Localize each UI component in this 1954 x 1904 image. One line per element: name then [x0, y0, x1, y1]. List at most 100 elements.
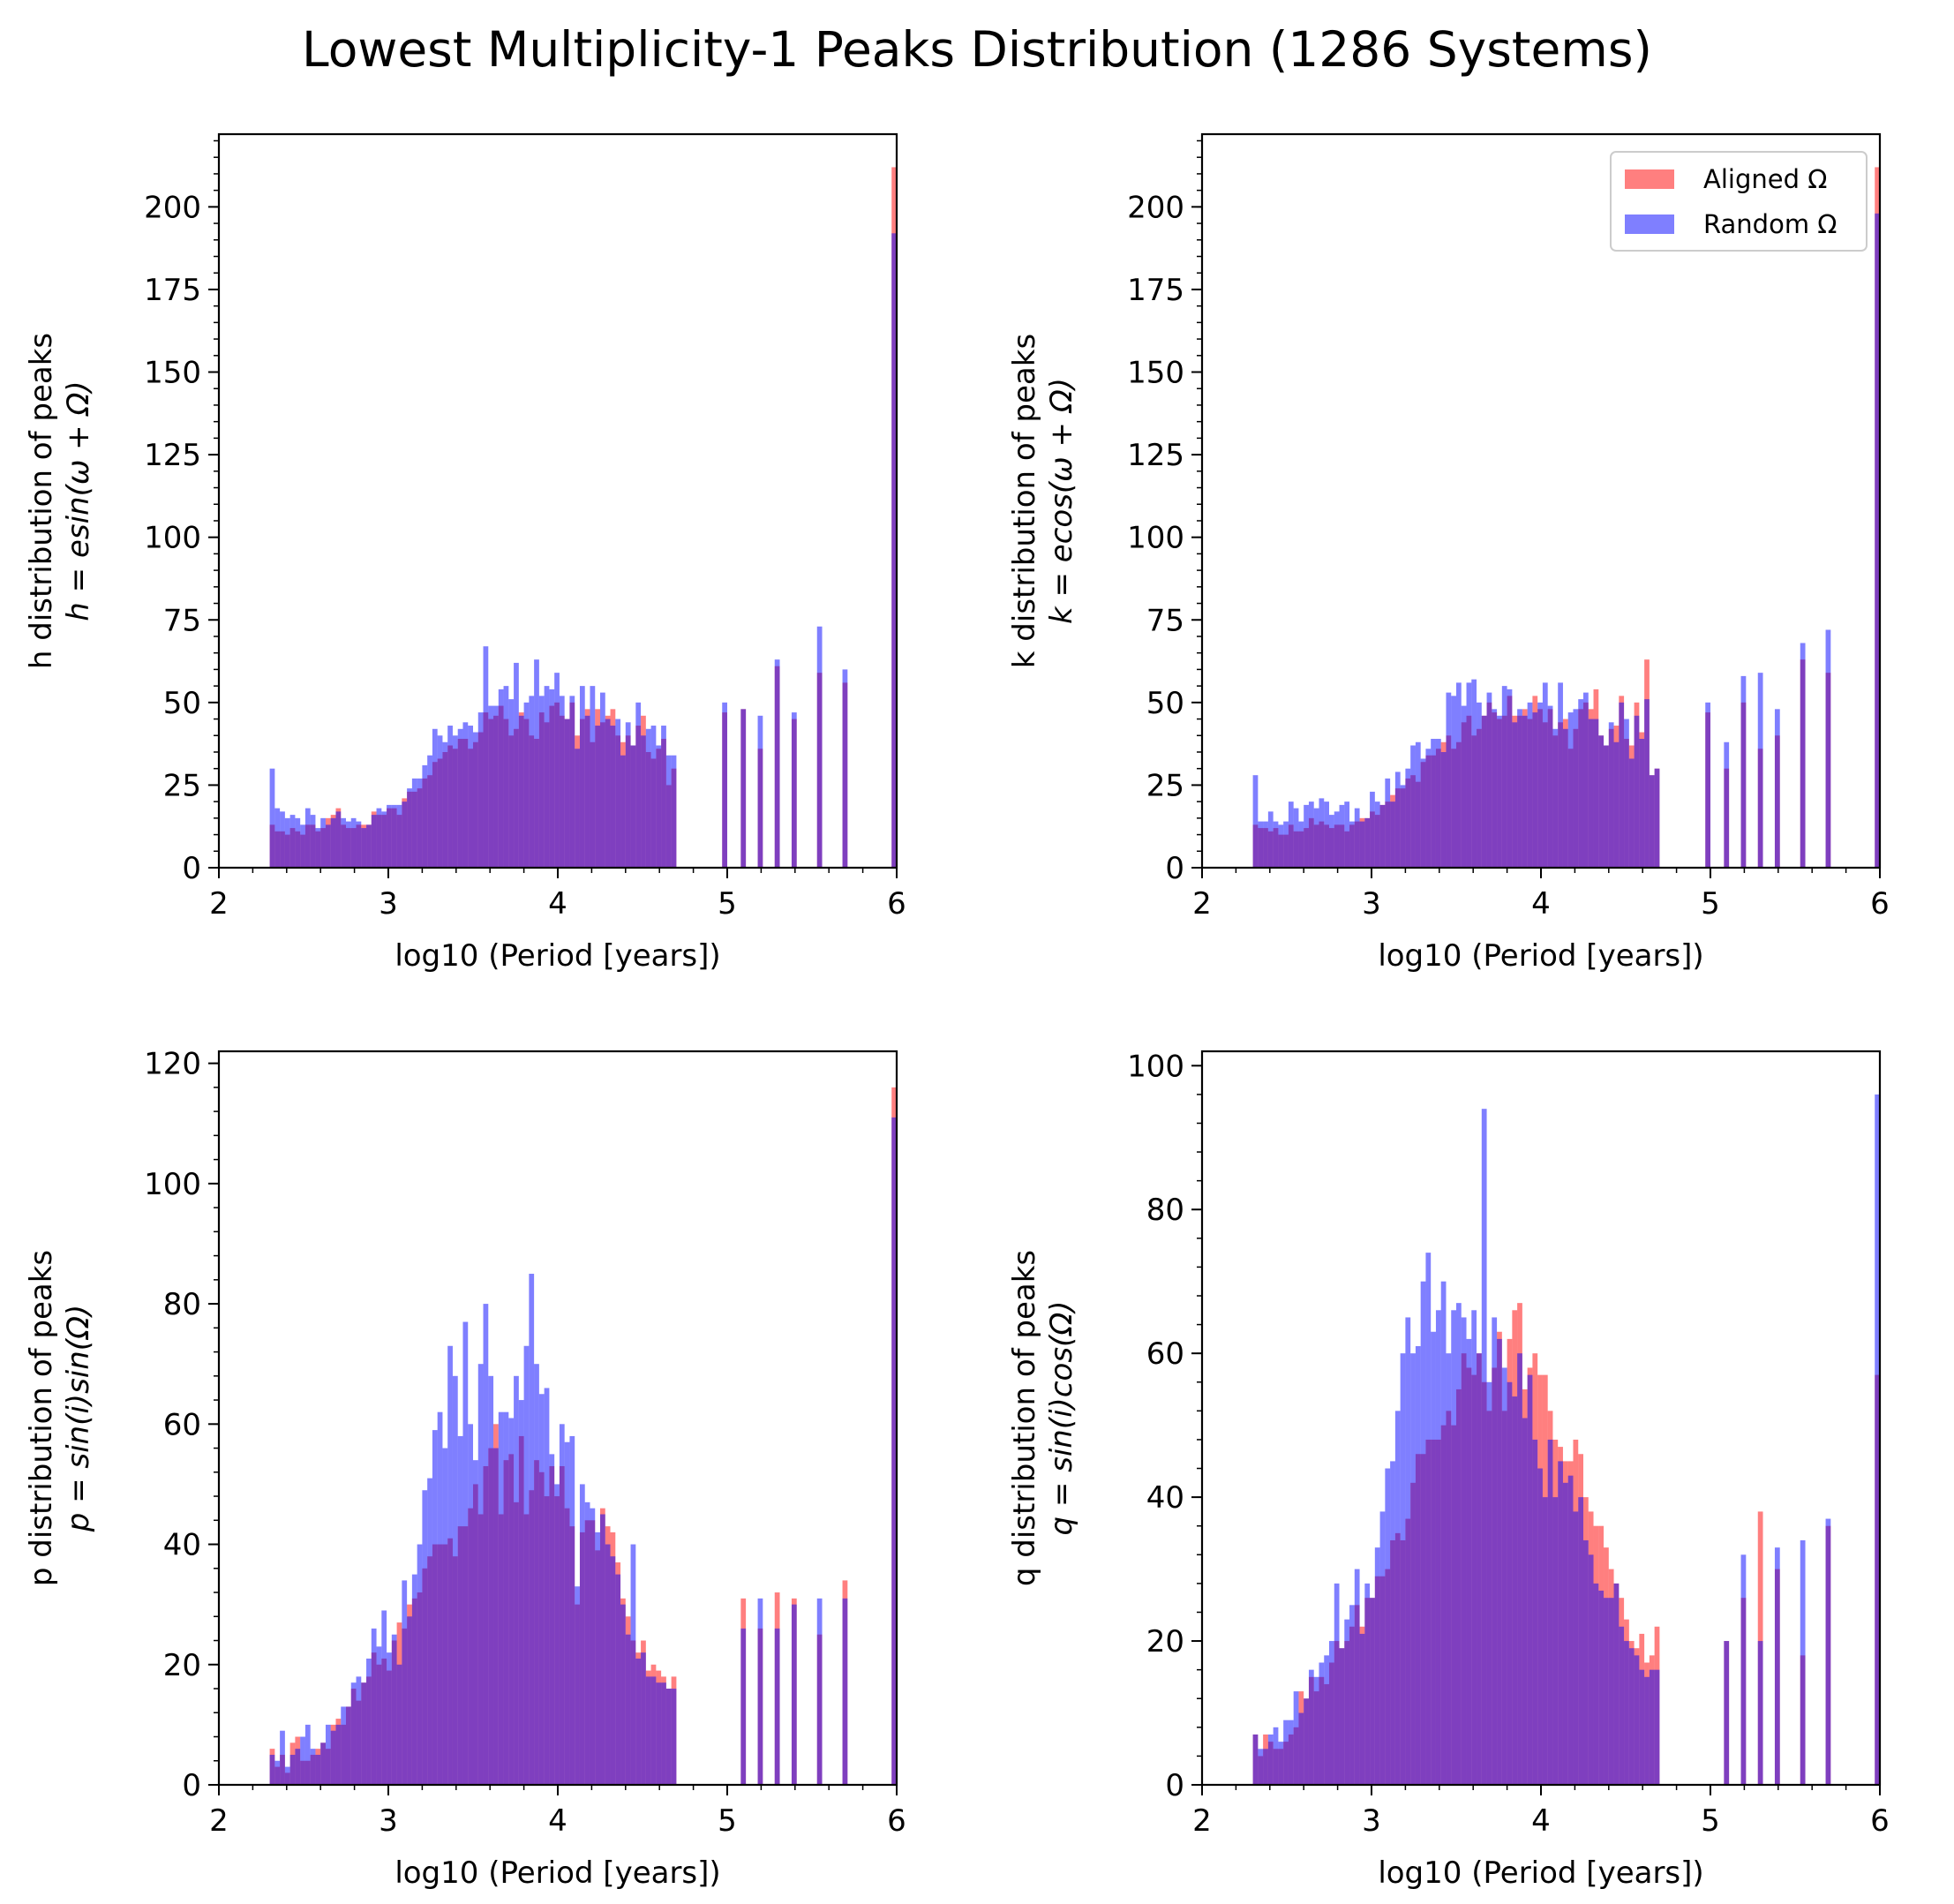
- random-bar: [1481, 715, 1487, 868]
- random-bar: [320, 817, 326, 868]
- random-bar: [1649, 1669, 1655, 1785]
- random-bar: [508, 699, 515, 868]
- random-bar: [1547, 705, 1553, 868]
- random-bar: [605, 719, 611, 868]
- random-bar: [493, 705, 499, 868]
- random-bar: [1319, 798, 1325, 868]
- random-bar: [1825, 1518, 1831, 1785]
- random-bar: [1252, 1734, 1259, 1785]
- random-bar: [1252, 775, 1259, 868]
- random-bar: [300, 824, 305, 868]
- random-bar: [891, 1117, 897, 1785]
- y-tick-label: 175: [1127, 273, 1184, 308]
- random-bar: [625, 1634, 631, 1785]
- random-bar: [477, 1364, 484, 1785]
- bars-k: [1252, 167, 1880, 869]
- random-bar: [417, 1544, 423, 1785]
- random-bar: [1477, 1353, 1482, 1785]
- random-bar: [1359, 821, 1365, 868]
- y-axis-label-line2: h = esin(ω + Ω): [61, 380, 96, 621]
- y-tick-label: 150: [144, 356, 201, 391]
- random-bar: [630, 745, 636, 868]
- y-tick-label: 60: [163, 1407, 201, 1442]
- random-bar: [477, 712, 484, 868]
- random-bar: [595, 726, 600, 868]
- random-bar: [442, 741, 448, 868]
- random-bar: [391, 1634, 397, 1785]
- random-bar: [284, 817, 290, 868]
- random-bar: [1339, 804, 1345, 868]
- random-bar: [1405, 768, 1411, 868]
- x-tick-label: 2: [1192, 1803, 1212, 1839]
- random-bar: [457, 1435, 463, 1785]
- y-tick-label: 0: [182, 1768, 201, 1803]
- random-bar: [1613, 741, 1620, 868]
- random-bar: [1583, 692, 1589, 868]
- random-bar: [280, 1730, 285, 1785]
- random-bar: [665, 755, 672, 868]
- random-bar: [1547, 1439, 1553, 1785]
- random-bar: [1644, 699, 1650, 868]
- random-bar: [1400, 785, 1406, 868]
- random-bar: [1435, 739, 1441, 868]
- random-bar: [1562, 1482, 1568, 1785]
- random-bar: [274, 808, 281, 868]
- random-bar: [1451, 1310, 1456, 1785]
- random-bar: [1634, 1655, 1640, 1785]
- random-bar: [1522, 1418, 1528, 1785]
- random-bar: [1644, 1676, 1650, 1785]
- random-bar: [554, 1484, 560, 1785]
- random-bar: [483, 646, 489, 868]
- random-bar: [1334, 1583, 1340, 1785]
- y-tick-label: 20: [1146, 1624, 1184, 1659]
- y-tick-label: 75: [1146, 603, 1184, 638]
- random-bar: [310, 1749, 316, 1785]
- random-bar: [1405, 1317, 1411, 1785]
- random-bar: [757, 1598, 763, 1785]
- y-tick-label: 0: [1165, 1768, 1184, 1803]
- y-tick-label: 75: [163, 603, 201, 638]
- random-bar: [1800, 643, 1806, 868]
- random-bar: [1420, 1281, 1426, 1785]
- random-bar: [1288, 801, 1294, 868]
- random-bar: [462, 1321, 469, 1785]
- random-bar: [457, 728, 463, 868]
- random-bar: [1558, 682, 1563, 868]
- random-bar: [656, 1682, 662, 1785]
- random-bar: [1390, 801, 1395, 868]
- random-bar: [1344, 801, 1350, 868]
- random-bar: [462, 722, 469, 868]
- random-bar: [1349, 821, 1355, 868]
- random-bar: [1293, 808, 1299, 868]
- random-bar: [1486, 1381, 1492, 1785]
- random-bar: [625, 722, 631, 868]
- random-bar: [791, 1604, 797, 1785]
- y-axis-label-line1: p distribution of peaks: [24, 1250, 59, 1586]
- random-bar: [1639, 739, 1645, 868]
- random-bar: [1374, 801, 1380, 868]
- random-bar: [590, 686, 596, 868]
- random-bar: [1258, 1749, 1264, 1785]
- random-bar: [437, 1411, 443, 1785]
- random-bar: [387, 804, 392, 868]
- random-bar: [274, 1760, 281, 1785]
- random-bar: [350, 817, 357, 868]
- x-axis-label: log10 (Period [years]): [1378, 1855, 1703, 1891]
- random-bar: [1573, 1511, 1579, 1785]
- legend-swatch-aligned: [1625, 169, 1674, 189]
- random-bar: [1492, 709, 1498, 868]
- random-bar: [473, 732, 478, 868]
- random-bar: [498, 689, 504, 868]
- legend-label-random: Random Ω: [1703, 209, 1837, 239]
- random-bar: [1517, 709, 1522, 868]
- random-bar: [1654, 1669, 1660, 1785]
- random-bar: [671, 1689, 677, 1785]
- random-bar: [387, 1652, 392, 1785]
- y-tick-label: 150: [1127, 356, 1184, 391]
- random-bar: [361, 828, 367, 868]
- random-bar: [575, 749, 580, 868]
- x-axis-label: log10 (Period [years]): [395, 938, 720, 974]
- y-tick-label: 120: [144, 1047, 201, 1082]
- random-bar: [661, 726, 666, 868]
